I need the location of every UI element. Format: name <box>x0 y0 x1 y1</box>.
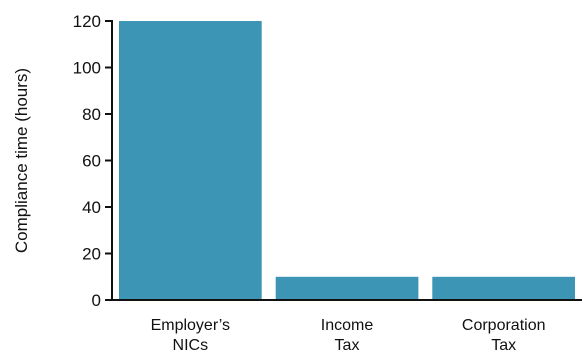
y-axis-title: Compliance time (hours) <box>12 68 31 253</box>
y-tick-label: 100 <box>73 59 101 78</box>
x-category-label-0: Employer’s NICs <box>151 317 230 354</box>
y-axis: 0 20 40 60 80 100 120 <box>73 12 113 310</box>
x-category-label-1: Income Tax <box>321 317 374 354</box>
y-tick-label: 120 <box>73 12 101 31</box>
y-tick-label: 20 <box>82 245 101 264</box>
bar-1 <box>275 276 419 301</box>
bar-2 <box>432 276 575 301</box>
y-tick-label: 60 <box>82 152 101 171</box>
bars-group <box>119 21 575 301</box>
bar-0 <box>119 21 262 300</box>
x-category-label-2: Corporation Tax <box>462 317 546 354</box>
y-tick-label: 80 <box>82 105 101 124</box>
x-axis: Employer’s NICs Income Tax Corporation Tax <box>112 299 582 354</box>
y-tick-label: 40 <box>82 198 101 217</box>
y-tick-label: 0 <box>92 291 101 310</box>
